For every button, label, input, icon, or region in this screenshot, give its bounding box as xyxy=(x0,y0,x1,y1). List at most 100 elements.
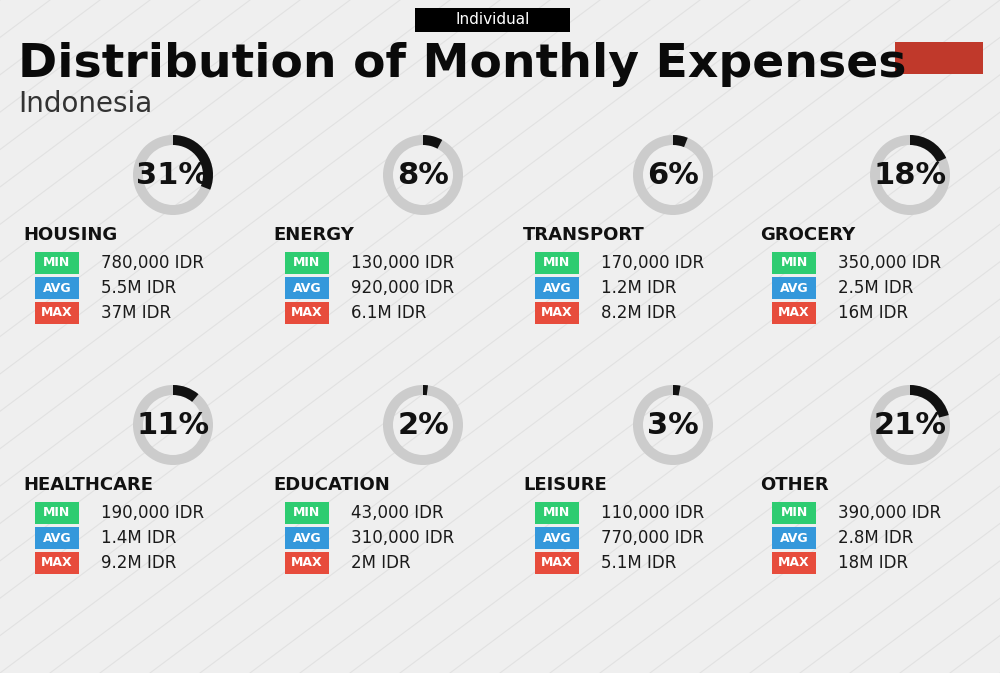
Text: 18%: 18% xyxy=(873,160,947,190)
Text: MAX: MAX xyxy=(291,306,323,320)
Text: MIN: MIN xyxy=(43,507,71,520)
Text: Distribution of Monthly Expenses: Distribution of Monthly Expenses xyxy=(18,42,906,87)
Wedge shape xyxy=(633,135,713,215)
FancyBboxPatch shape xyxy=(285,527,329,549)
Text: MAX: MAX xyxy=(778,306,810,320)
Text: HEALTHCARE: HEALTHCARE xyxy=(23,476,153,494)
Text: 37M IDR: 37M IDR xyxy=(101,304,171,322)
Text: 2.8M IDR: 2.8M IDR xyxy=(838,529,913,547)
FancyBboxPatch shape xyxy=(535,277,579,299)
Text: Indonesia: Indonesia xyxy=(18,90,152,118)
Text: 21%: 21% xyxy=(874,411,946,439)
Wedge shape xyxy=(423,135,442,149)
FancyBboxPatch shape xyxy=(285,552,329,574)
Text: MIN: MIN xyxy=(543,507,571,520)
Text: AVG: AVG xyxy=(543,281,571,295)
Text: MIN: MIN xyxy=(293,507,321,520)
FancyBboxPatch shape xyxy=(772,502,816,524)
Wedge shape xyxy=(673,385,680,396)
FancyBboxPatch shape xyxy=(285,252,329,274)
Text: 18M IDR: 18M IDR xyxy=(838,554,908,572)
Text: 16M IDR: 16M IDR xyxy=(838,304,908,322)
Text: 1.4M IDR: 1.4M IDR xyxy=(101,529,176,547)
Text: MIN: MIN xyxy=(43,256,71,269)
FancyBboxPatch shape xyxy=(772,252,816,274)
Text: Individual: Individual xyxy=(455,13,530,28)
Text: 43,000 IDR: 43,000 IDR xyxy=(351,504,444,522)
Text: AVG: AVG xyxy=(543,532,571,544)
FancyBboxPatch shape xyxy=(285,302,329,324)
FancyBboxPatch shape xyxy=(772,527,816,549)
Text: MAX: MAX xyxy=(541,557,573,569)
Text: AVG: AVG xyxy=(293,281,321,295)
Text: 130,000 IDR: 130,000 IDR xyxy=(351,254,454,272)
Text: 9.2M IDR: 9.2M IDR xyxy=(101,554,176,572)
Text: 8%: 8% xyxy=(397,160,449,190)
Wedge shape xyxy=(423,385,428,395)
Text: LEISURE: LEISURE xyxy=(523,476,607,494)
Text: HOUSING: HOUSING xyxy=(23,226,117,244)
Wedge shape xyxy=(673,135,688,147)
Text: MIN: MIN xyxy=(543,256,571,269)
Wedge shape xyxy=(383,385,463,465)
Text: 3%: 3% xyxy=(647,411,699,439)
FancyBboxPatch shape xyxy=(35,552,79,574)
Text: 6.1M IDR: 6.1M IDR xyxy=(351,304,426,322)
Text: MAX: MAX xyxy=(541,306,573,320)
Text: MIN: MIN xyxy=(780,507,808,520)
Text: AVG: AVG xyxy=(293,532,321,544)
Text: OTHER: OTHER xyxy=(760,476,829,494)
Text: MAX: MAX xyxy=(291,557,323,569)
Text: MIN: MIN xyxy=(293,256,321,269)
Text: 310,000 IDR: 310,000 IDR xyxy=(351,529,454,547)
Text: 780,000 IDR: 780,000 IDR xyxy=(101,254,204,272)
FancyBboxPatch shape xyxy=(535,302,579,324)
Text: GROCERY: GROCERY xyxy=(760,226,855,244)
Text: 170,000 IDR: 170,000 IDR xyxy=(601,254,704,272)
Text: 350,000 IDR: 350,000 IDR xyxy=(838,254,941,272)
Wedge shape xyxy=(910,135,946,162)
FancyBboxPatch shape xyxy=(35,302,79,324)
Text: 11%: 11% xyxy=(136,411,210,439)
Text: ENERGY: ENERGY xyxy=(273,226,354,244)
Text: MAX: MAX xyxy=(41,306,73,320)
Wedge shape xyxy=(383,135,463,215)
FancyBboxPatch shape xyxy=(772,302,816,324)
FancyBboxPatch shape xyxy=(535,552,579,574)
Text: 920,000 IDR: 920,000 IDR xyxy=(351,279,454,297)
FancyBboxPatch shape xyxy=(35,502,79,524)
Text: AVG: AVG xyxy=(43,281,71,295)
Text: MIN: MIN xyxy=(780,256,808,269)
Text: EDUCATION: EDUCATION xyxy=(273,476,390,494)
Text: AVG: AVG xyxy=(780,281,808,295)
FancyBboxPatch shape xyxy=(772,552,816,574)
FancyBboxPatch shape xyxy=(535,252,579,274)
FancyBboxPatch shape xyxy=(415,8,570,32)
Text: TRANSPORT: TRANSPORT xyxy=(523,226,645,244)
Wedge shape xyxy=(133,385,213,465)
FancyBboxPatch shape xyxy=(35,277,79,299)
Text: 31%: 31% xyxy=(136,160,210,190)
Text: AVG: AVG xyxy=(43,532,71,544)
Wedge shape xyxy=(870,135,950,215)
Text: AVG: AVG xyxy=(780,532,808,544)
Text: 190,000 IDR: 190,000 IDR xyxy=(101,504,204,522)
Text: 2.5M IDR: 2.5M IDR xyxy=(838,279,913,297)
FancyBboxPatch shape xyxy=(772,277,816,299)
Text: 6%: 6% xyxy=(647,160,699,190)
Wedge shape xyxy=(173,135,213,190)
Wedge shape xyxy=(133,135,213,215)
Wedge shape xyxy=(173,385,198,402)
FancyBboxPatch shape xyxy=(35,527,79,549)
Text: 770,000 IDR: 770,000 IDR xyxy=(601,529,704,547)
Text: 5.5M IDR: 5.5M IDR xyxy=(101,279,176,297)
Text: MAX: MAX xyxy=(778,557,810,569)
Text: 8.2M IDR: 8.2M IDR xyxy=(601,304,676,322)
Text: 1.2M IDR: 1.2M IDR xyxy=(601,279,676,297)
FancyBboxPatch shape xyxy=(535,502,579,524)
Wedge shape xyxy=(633,385,713,465)
Text: 390,000 IDR: 390,000 IDR xyxy=(838,504,941,522)
Text: 2M IDR: 2M IDR xyxy=(351,554,411,572)
FancyBboxPatch shape xyxy=(895,42,983,74)
Text: 5.1M IDR: 5.1M IDR xyxy=(601,554,676,572)
